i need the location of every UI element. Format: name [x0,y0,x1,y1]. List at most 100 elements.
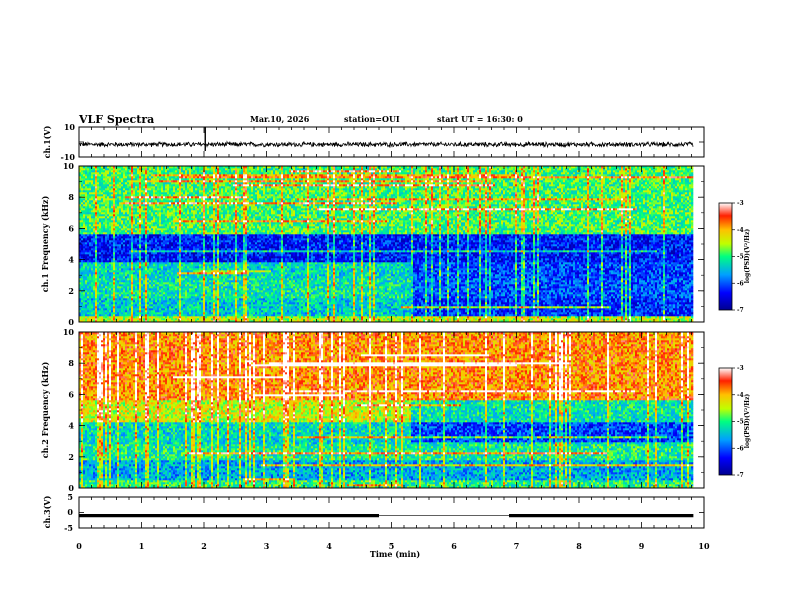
spectrogram-cell [93,304,95,306]
spectrogram-cell [149,228,151,230]
spectrogram-cell [131,300,133,302]
spectrogram-cell [115,194,117,196]
spectrogram-cell [101,178,103,180]
spectrogram-cell [143,218,145,220]
spectrogram-cell [123,308,125,310]
spectrogram-cell [123,196,125,198]
spectrogram-cell [107,172,109,174]
spectrogram-cell [151,222,153,224]
spectrogram-cell [129,174,131,176]
spectrogram-cell [147,230,149,232]
spectrogram-cell [95,174,97,176]
spectrogram-cell [121,206,123,208]
spectrogram-cell [107,284,109,286]
spectrogram-cell [155,184,157,186]
spectrogram-cell [129,278,131,280]
spectrogram-cell [143,304,145,306]
spectrogram-cell [141,212,143,214]
spectrogram-cell [129,316,131,318]
spectrogram-cell [119,200,121,202]
spectrogram-cell [153,264,155,266]
date-label: Mar.10, 2026 [250,114,310,124]
spectrogram-cell [123,292,125,294]
spectrogram-cell [97,258,99,260]
spectrogram-cell [93,192,95,194]
spectrogram-cell [137,268,139,270]
spectrogram-cell [147,194,149,196]
spectrogram-cell [155,178,157,180]
spectrogram-cell [151,300,153,302]
spectrogram-cell [117,310,119,312]
spectrogram-cell [153,308,155,310]
spectrogram-cell [115,170,117,172]
spectrogram-cell [125,192,127,194]
spectrogram-cell [113,234,115,236]
spectrogram-cell [93,242,95,244]
spectrogram-cell [119,206,121,208]
spectrogram-cell [81,260,83,262]
spectrogram-cell [127,182,129,184]
spectrogram-cell [149,316,151,318]
spectrogram-cell [115,288,117,290]
spectrogram-cell [97,310,99,312]
spectrogram-cell [109,262,111,264]
spectrogram-cell [109,240,111,242]
spectrogram-cell [119,296,121,298]
spectrogram-cell [125,252,127,254]
spectrogram-cell [129,192,131,194]
spectrogram-cell [121,186,123,188]
spectrogram-cell [131,268,133,270]
spectrogram-cell [101,194,103,196]
spectrogram-cell [119,194,121,196]
spectrogram-cell [127,280,129,282]
spectrogram-cell [99,306,101,308]
spectrogram-cell [117,170,119,172]
spectrogram-cell [87,192,89,194]
spectrogram-cell [157,290,159,292]
spectrogram-cell [89,230,91,232]
spectrogram-cell [121,268,123,270]
spectrogram-cell [101,314,103,316]
spectrogram-cell [83,288,85,290]
spectrogram-cell [141,310,143,312]
spectrogram-cell [95,236,97,238]
spectrogram-cell [99,240,101,242]
spectrogram-cell [113,224,115,226]
spectrogram-cell [153,282,155,284]
spectrogram-cell [141,272,143,274]
spectrogram-cell [157,280,159,282]
spectrogram-cell [109,198,111,200]
spectrogram-cell [95,178,97,180]
spectrogram-cell [151,318,153,320]
spectrogram-cell [135,234,137,236]
spectrogram-cell [83,168,85,170]
spectrogram-cell [111,300,113,302]
spectrogram-cell [129,190,131,192]
spectrogram-cell [141,210,143,212]
spectrogram-cell [125,182,127,184]
spectrogram-cell [141,232,143,234]
spectrogram-cell [107,222,109,224]
spectrogram-cell [87,196,89,198]
spectrogram-cell [121,308,123,310]
spectrogram-cell [89,268,91,270]
spectrogram-cell [145,308,147,310]
spectrogram-cell [133,216,135,218]
spectrogram-cell [87,234,89,236]
spectrogram-cell [117,182,119,184]
spectrogram-cell [93,250,95,252]
spectrogram-cell [141,284,143,286]
spectrogram-cell [111,194,113,196]
spectrogram-cell [151,270,153,272]
spectrogram-cell [105,272,107,274]
spectrogram-cell [121,240,123,242]
spectrogram-cell [135,226,137,228]
spectrogram-cell [119,234,121,236]
spectrogram-cell [147,298,149,300]
spectrogram-cell [117,298,119,300]
spectrogram-cell [97,240,99,242]
spectrogram-cell [143,168,145,170]
spectrogram-cell [91,170,93,172]
spectrogram-cell [101,276,103,278]
spectrogram-cell [101,318,103,320]
